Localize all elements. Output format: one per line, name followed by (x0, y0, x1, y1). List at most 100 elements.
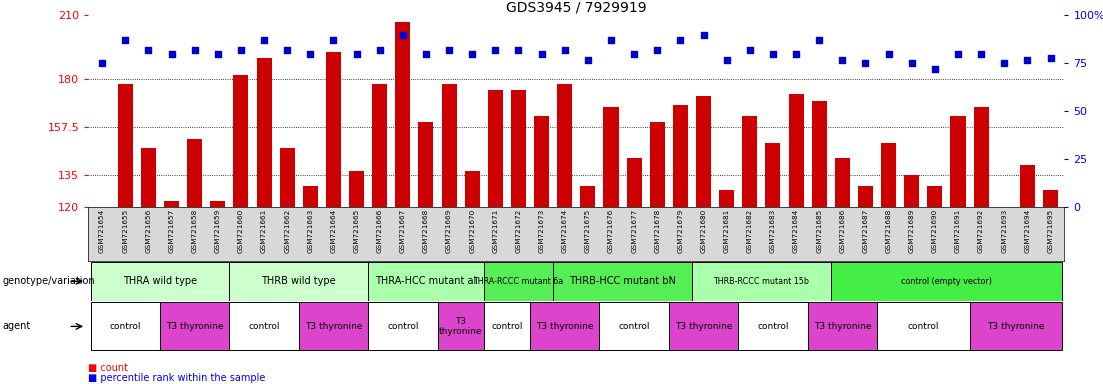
Point (417, 51, 435, 57)
Text: GSM721682: GSM721682 (747, 209, 753, 253)
Text: T3 thyronine: T3 thyronine (165, 322, 224, 331)
Text: T3 thyronine: T3 thyronine (814, 322, 871, 331)
Bar (603, 107, 619, 207)
Text: THRB-HCC mutant bN: THRB-HCC mutant bN (569, 276, 676, 286)
Bar (531, 303, 599, 350)
Bar (627, 158, 642, 207)
Point (1018, 56, 1036, 63)
Point (486, 47, 504, 53)
Point (834, 56, 852, 63)
Text: GSM721664: GSM721664 (331, 209, 336, 253)
Point (788, 51, 805, 57)
Bar (418, 122, 433, 207)
Text: GSM721684: GSM721684 (793, 209, 799, 253)
Text: agent: agent (2, 321, 31, 331)
Text: GSM721677: GSM721677 (631, 209, 638, 253)
Bar (372, 84, 387, 207)
Point (927, 66, 944, 72)
Bar (1020, 165, 1035, 207)
Text: GSM721683: GSM721683 (770, 209, 775, 253)
Point (857, 60, 875, 66)
Text: GSM721685: GSM721685 (816, 209, 822, 253)
Text: GSM721658: GSM721658 (192, 209, 197, 253)
Text: GSM721668: GSM721668 (422, 209, 429, 253)
Text: control: control (387, 322, 418, 331)
Bar (488, 90, 503, 207)
Bar (325, 51, 341, 207)
Bar (1043, 190, 1058, 207)
Point (811, 37, 828, 43)
Bar (650, 122, 665, 207)
Text: GSM721694: GSM721694 (1025, 209, 1030, 253)
Bar (90, 262, 229, 301)
Point (510, 47, 527, 53)
Text: GSM721678: GSM721678 (654, 209, 661, 253)
Bar (234, 75, 248, 207)
Bar (164, 201, 179, 207)
Text: THRA-HCC mutant al: THRA-HCC mutant al (375, 276, 476, 286)
Text: GSM721692: GSM721692 (978, 209, 984, 253)
Text: GSM721656: GSM721656 (146, 209, 151, 253)
Point (255, 37, 272, 43)
Bar (858, 186, 872, 207)
Text: GSM721666: GSM721666 (377, 209, 383, 253)
Bar (719, 190, 735, 207)
Bar (970, 303, 1062, 350)
Point (232, 47, 249, 53)
Text: GSM721654: GSM721654 (99, 209, 105, 253)
Text: T3 thyronine: T3 thyronine (536, 322, 593, 331)
Bar (668, 303, 738, 350)
Point (371, 47, 388, 53)
Bar (118, 84, 132, 207)
Point (718, 56, 736, 63)
Text: THRB wild type: THRB wild type (261, 276, 336, 286)
Bar (904, 175, 919, 207)
Text: THRA wild type: THRA wild type (122, 276, 197, 286)
Point (1041, 55, 1059, 61)
Text: GSM721659: GSM721659 (215, 209, 221, 253)
Bar (257, 58, 271, 207)
Bar (90, 303, 160, 350)
Bar (484, 262, 554, 301)
Bar (742, 116, 758, 207)
Bar (349, 171, 364, 207)
Text: GSM721671: GSM721671 (492, 209, 499, 253)
Point (903, 60, 921, 66)
Text: THRB-RCCC mutant 15b: THRB-RCCC mutant 15b (714, 277, 810, 286)
Bar (160, 303, 229, 350)
Point (649, 47, 666, 53)
Point (764, 51, 782, 57)
Text: GSM721681: GSM721681 (724, 209, 730, 253)
Point (208, 51, 226, 57)
Bar (580, 186, 596, 207)
Point (440, 47, 458, 53)
Point (973, 51, 990, 57)
Text: GSM721673: GSM721673 (538, 209, 545, 253)
Text: GSM721691: GSM721691 (955, 209, 961, 253)
Text: ■ percentile rank within the sample: ■ percentile rank within the sample (88, 373, 266, 383)
Bar (280, 147, 295, 207)
Point (695, 31, 713, 38)
Text: T3 thyronine: T3 thyronine (304, 322, 362, 331)
Bar (229, 262, 368, 301)
Point (140, 47, 158, 53)
Text: GSM721687: GSM721687 (863, 209, 868, 253)
Bar (599, 303, 668, 350)
Text: GSM721655: GSM721655 (122, 209, 128, 253)
Text: control: control (908, 322, 939, 331)
Point (117, 37, 135, 43)
Point (950, 51, 967, 57)
Text: T3 thyronine: T3 thyronine (987, 322, 1045, 331)
Text: control: control (109, 322, 141, 331)
Bar (951, 116, 965, 207)
Text: GSM721667: GSM721667 (399, 209, 406, 253)
Bar (299, 303, 368, 350)
Bar (738, 303, 807, 350)
Point (347, 51, 365, 57)
Point (463, 51, 481, 57)
Text: GSM721693: GSM721693 (1002, 209, 1007, 253)
Bar (673, 105, 688, 207)
Text: control: control (248, 322, 280, 331)
Text: GSM721688: GSM721688 (886, 209, 891, 253)
Bar (484, 303, 531, 350)
